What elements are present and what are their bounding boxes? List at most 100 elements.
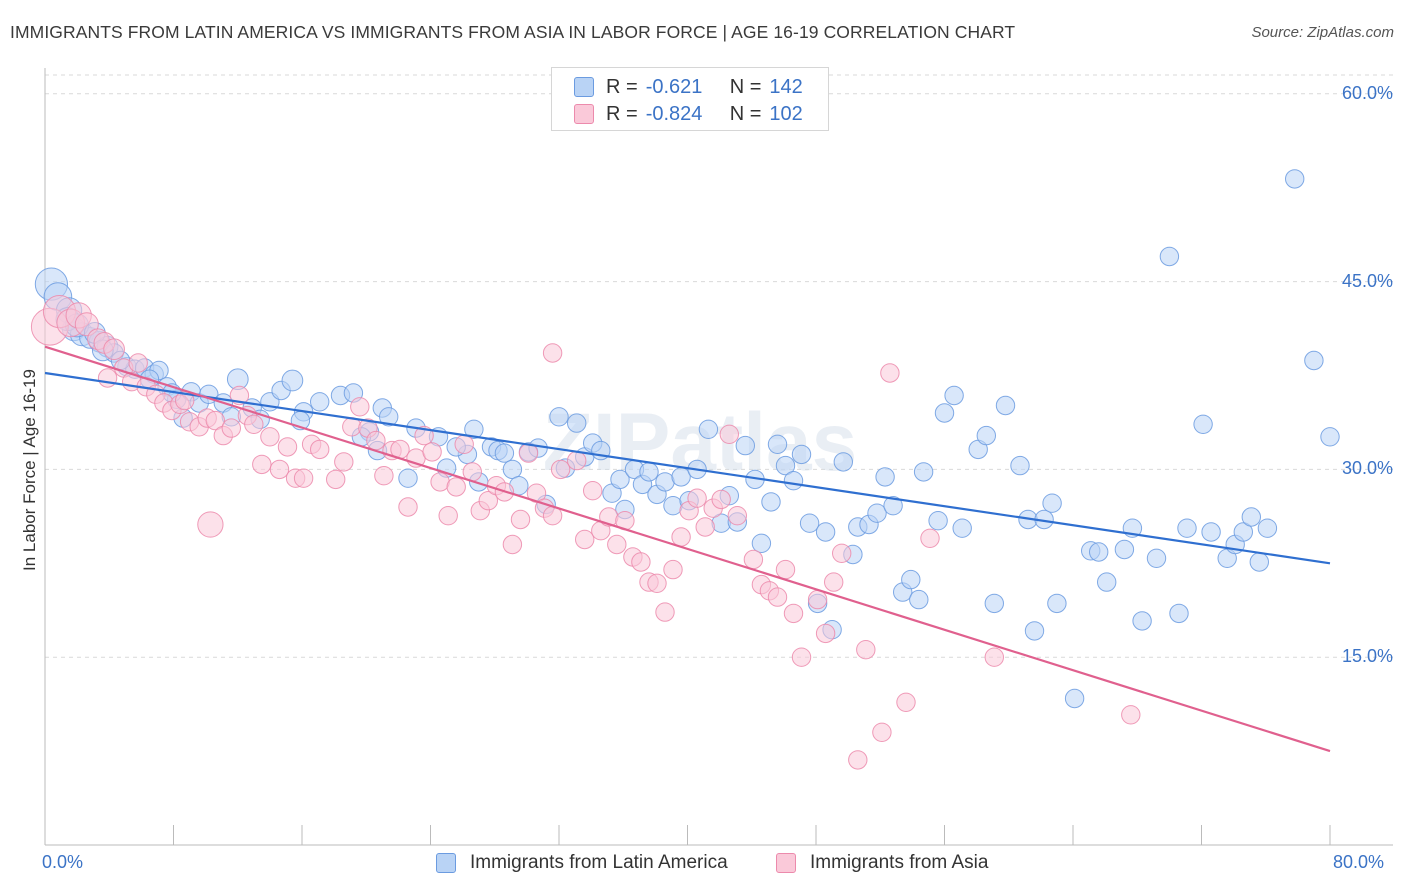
scatter-point-asia	[438, 506, 458, 526]
scatter-point-latin-america	[909, 589, 929, 610]
legend-swatch-blue	[574, 77, 594, 97]
y-tick-label: 15.0%	[1341, 646, 1393, 667]
scatter-point-latin-america	[767, 434, 788, 454]
scatter-point-latin-america	[1042, 493, 1062, 513]
scatter-point-asia	[671, 527, 691, 547]
scatter-point-latin-america	[1064, 688, 1085, 709]
scatter-point-latin-america	[913, 462, 934, 482]
scatter-point-latin-america	[639, 462, 659, 482]
scatter-point-asia	[252, 454, 272, 475]
scatter-point-asia	[711, 489, 731, 510]
series-swatch-blue	[436, 853, 456, 873]
legend-r-label: R =	[606, 75, 638, 98]
scatter-point-latin-america	[502, 459, 523, 480]
scatter-point-latin-america	[1241, 507, 1262, 527]
scatter-point-asia	[815, 623, 836, 644]
scatter-point-asia	[663, 559, 683, 580]
chart-title: IMMIGRANTS FROM LATIN AMERICA VS IMMIGRA…	[10, 22, 1016, 42]
legend-swatch-pink	[574, 104, 594, 124]
scatter-point-latin-america	[875, 467, 895, 487]
scatter-point-asia	[856, 640, 876, 660]
scatter-point-latin-america	[1177, 518, 1197, 538]
scatter-point-asia	[832, 543, 852, 563]
scatter-point-asia	[334, 452, 354, 472]
scatter-point-latin-america	[1193, 414, 1213, 434]
scatter-point-latin-america	[494, 443, 515, 463]
scatter-point-asia	[350, 397, 370, 417]
trend-line-asia	[44, 345, 1331, 753]
scatter-point-asia	[478, 491, 498, 511]
scatter-point-latin-america	[934, 403, 955, 423]
scatter-point-asia	[631, 552, 651, 572]
scatter-point-asia	[277, 437, 298, 457]
scatter-point-asia	[366, 430, 386, 451]
scatter-point-latin-america	[735, 435, 755, 456]
scatter-point-asia	[655, 602, 675, 622]
scatter-point-asia	[310, 439, 330, 460]
scatter-point-latin-america	[1201, 522, 1221, 542]
scatter-point-latin-america	[1304, 350, 1324, 371]
scatter-point-latin-america	[1047, 593, 1067, 614]
scatter-point-asia	[872, 722, 892, 742]
scatter-point-latin-america	[1114, 539, 1135, 560]
scatter-point-latin-america	[1159, 246, 1180, 267]
scatter-point-latin-america	[1285, 169, 1305, 189]
scatter-point-latin-america	[761, 492, 781, 512]
scatter-point-asia	[791, 647, 812, 667]
scatter-point-asia	[205, 410, 226, 431]
scatter-point-asia	[743, 549, 764, 570]
scatter-point-latin-america	[1320, 427, 1340, 447]
series-swatch-pink	[776, 853, 796, 873]
scatter-point-asia	[430, 472, 450, 492]
scatter-point-asia	[293, 468, 314, 488]
scatter-point-asia	[502, 534, 523, 555]
scatter-point-latin-america	[663, 496, 683, 516]
scatter-point-latin-america	[952, 518, 972, 538]
legend-row-latin-america: R = -0.621 N = 142	[574, 74, 803, 100]
series-legend-latin-america: Immigrants from Latin America	[436, 852, 728, 874]
chart-source: Source: ZipAtlas.com	[1251, 24, 1394, 41]
y-tick-label: 45.0%	[1341, 270, 1393, 291]
scatter-point-asia	[807, 589, 828, 610]
scatter-point-asia	[446, 477, 466, 497]
legend-n-label: N =	[729, 75, 762, 98]
scatter-point-asia	[767, 587, 788, 607]
scatter-point-latin-america	[1132, 611, 1152, 631]
scatter-point-latin-america	[1010, 455, 1030, 476]
scatter-point-asia	[567, 450, 587, 471]
scatter-point-latin-america	[655, 472, 675, 492]
scatter-point-asia	[244, 414, 264, 434]
scatter-point-asia	[647, 573, 667, 593]
scatter-point-asia	[687, 488, 707, 508]
scatter-point-latin-america	[901, 569, 921, 590]
scatter-point-latin-america	[984, 593, 1004, 614]
scatter-point-latin-america	[464, 419, 484, 439]
scatter-point-latin-america	[1233, 522, 1254, 542]
series-name-latin-america: Immigrants from Latin America	[470, 852, 728, 873]
x-tick-label-min: 0.0%	[42, 852, 84, 872]
scatter-point-asia	[414, 425, 434, 446]
scatter-point-asia	[422, 442, 442, 462]
scatter-point-asia	[775, 559, 796, 580]
scatter-point-asia	[542, 343, 563, 363]
scatter-point-asia	[128, 353, 148, 373]
scatter-point-latin-america	[1089, 542, 1109, 562]
scatter-point-asia	[510, 509, 531, 530]
series-legend: Immigrants from Latin America Immigrants…	[0, 850, 1406, 880]
scatter-point-asia	[575, 529, 595, 550]
scatter-point-asia	[824, 572, 844, 592]
y-axis-label: In Labor Force | Age 16-19	[20, 369, 39, 571]
scatter-point-asia	[260, 427, 280, 447]
y-tick-label: 30.0%	[1341, 458, 1393, 479]
series-name-asia: Immigrants from Asia	[810, 852, 989, 873]
scatter-point-asia	[984, 647, 1004, 667]
scatter-point-asia	[221, 418, 242, 438]
scatter-point-asia	[518, 443, 539, 463]
scatter-point-asia	[719, 424, 739, 444]
scatter-point-latin-america	[815, 522, 836, 542]
scatter-point-latin-america	[281, 369, 304, 392]
scatter-point-latin-america	[1024, 621, 1045, 641]
y-tick-label: 60.0%	[1341, 82, 1393, 103]
scatter-point-asia	[727, 506, 747, 526]
